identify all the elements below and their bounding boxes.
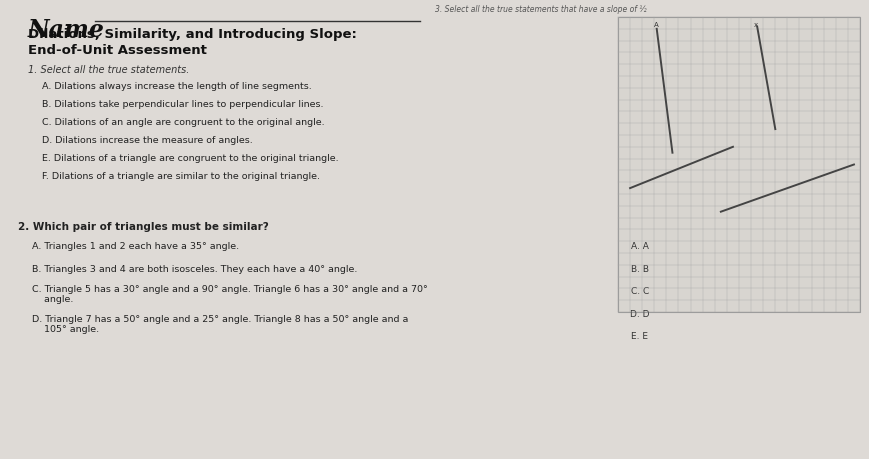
Text: x: x bbox=[753, 22, 757, 28]
Text: B. B: B. B bbox=[630, 264, 648, 274]
Text: B. Dilations take perpendicular lines to perpendicular lines.: B. Dilations take perpendicular lines to… bbox=[42, 100, 323, 109]
Text: Dilations, Similarity, and Introducing Slope:: Dilations, Similarity, and Introducing S… bbox=[28, 28, 356, 41]
Text: F. Dilations of a triangle are similar to the original triangle.: F. Dilations of a triangle are similar t… bbox=[42, 172, 320, 180]
Text: 1. Select all the true statements.: 1. Select all the true statements. bbox=[28, 65, 189, 75]
Text: A: A bbox=[653, 22, 659, 28]
Text: D. Triangle 7 has a 50° angle and a 25° angle. Triangle 8 has a 50° angle and a
: D. Triangle 7 has a 50° angle and a 25° … bbox=[32, 314, 408, 334]
Text: C. C: C. C bbox=[630, 286, 648, 295]
Text: 2. Which pair of triangles must be similar?: 2. Which pair of triangles must be simil… bbox=[18, 222, 269, 231]
Text: Name: Name bbox=[28, 18, 105, 42]
Text: A. Triangles 1 and 2 each have a 35° angle.: A. Triangles 1 and 2 each have a 35° ang… bbox=[32, 241, 239, 251]
Text: B. Triangles 3 and 4 are both isosceles. They each have a 40° angle.: B. Triangles 3 and 4 are both isosceles.… bbox=[32, 264, 357, 274]
Text: A. A: A. A bbox=[630, 241, 648, 251]
Text: E. E: E. E bbox=[631, 331, 647, 340]
Text: E. Dilations of a triangle are congruent to the original triangle.: E. Dilations of a triangle are congruent… bbox=[42, 154, 338, 162]
Bar bbox=[617, 18, 859, 312]
Text: C. Dilations of an angle are congruent to the original angle.: C. Dilations of an angle are congruent t… bbox=[42, 118, 324, 127]
Text: End-of-Unit Assessment: End-of-Unit Assessment bbox=[28, 44, 207, 57]
Text: D. D: D. D bbox=[629, 309, 649, 318]
Text: C. Triangle 5 has a 30° angle and a 90° angle. Triangle 6 has a 30° angle and a : C. Triangle 5 has a 30° angle and a 90° … bbox=[32, 285, 428, 304]
Text: A. Dilations always increase the length of line segments.: A. Dilations always increase the length … bbox=[42, 82, 311, 91]
Text: 3. Select all the true statements that have a slope of ½: 3. Select all the true statements that h… bbox=[434, 5, 646, 14]
Text: D. Dilations increase the measure of angles.: D. Dilations increase the measure of ang… bbox=[42, 136, 253, 145]
